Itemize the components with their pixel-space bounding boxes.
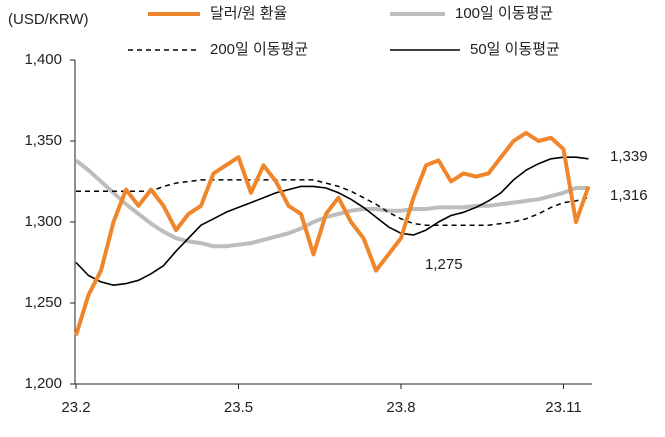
x-tick-label: 23.2 <box>61 399 90 416</box>
y-axis-unit: (USD/KRW) <box>8 11 89 28</box>
legend-label: 50일 이동평균 <box>470 41 560 58</box>
y-tick-label: 1,350 <box>24 132 62 149</box>
y-tick-label: 1,300 <box>24 213 62 230</box>
legend-label: 100일 이동평균 <box>455 5 553 22</box>
annotation: 1,316 <box>610 187 648 204</box>
series-line <box>75 156 589 286</box>
y-tick-label: 1,400 <box>24 51 62 68</box>
x-tick-label: 23.11 <box>545 399 581 416</box>
x-tick-label: 23.5 <box>224 399 253 416</box>
annotation: 1,339 <box>610 148 648 165</box>
y-tick-label: 1,250 <box>24 294 62 311</box>
legend-label: 달러/원 환율 <box>210 5 287 22</box>
series-line <box>74 158 589 249</box>
series-line <box>74 130 591 336</box>
x-tick-label: 23.8 <box>386 399 415 416</box>
y-tick-label: 1,200 <box>24 375 62 392</box>
legend-label: 200일 이동평균 <box>210 41 308 58</box>
annotation: 1,275 <box>425 256 463 273</box>
